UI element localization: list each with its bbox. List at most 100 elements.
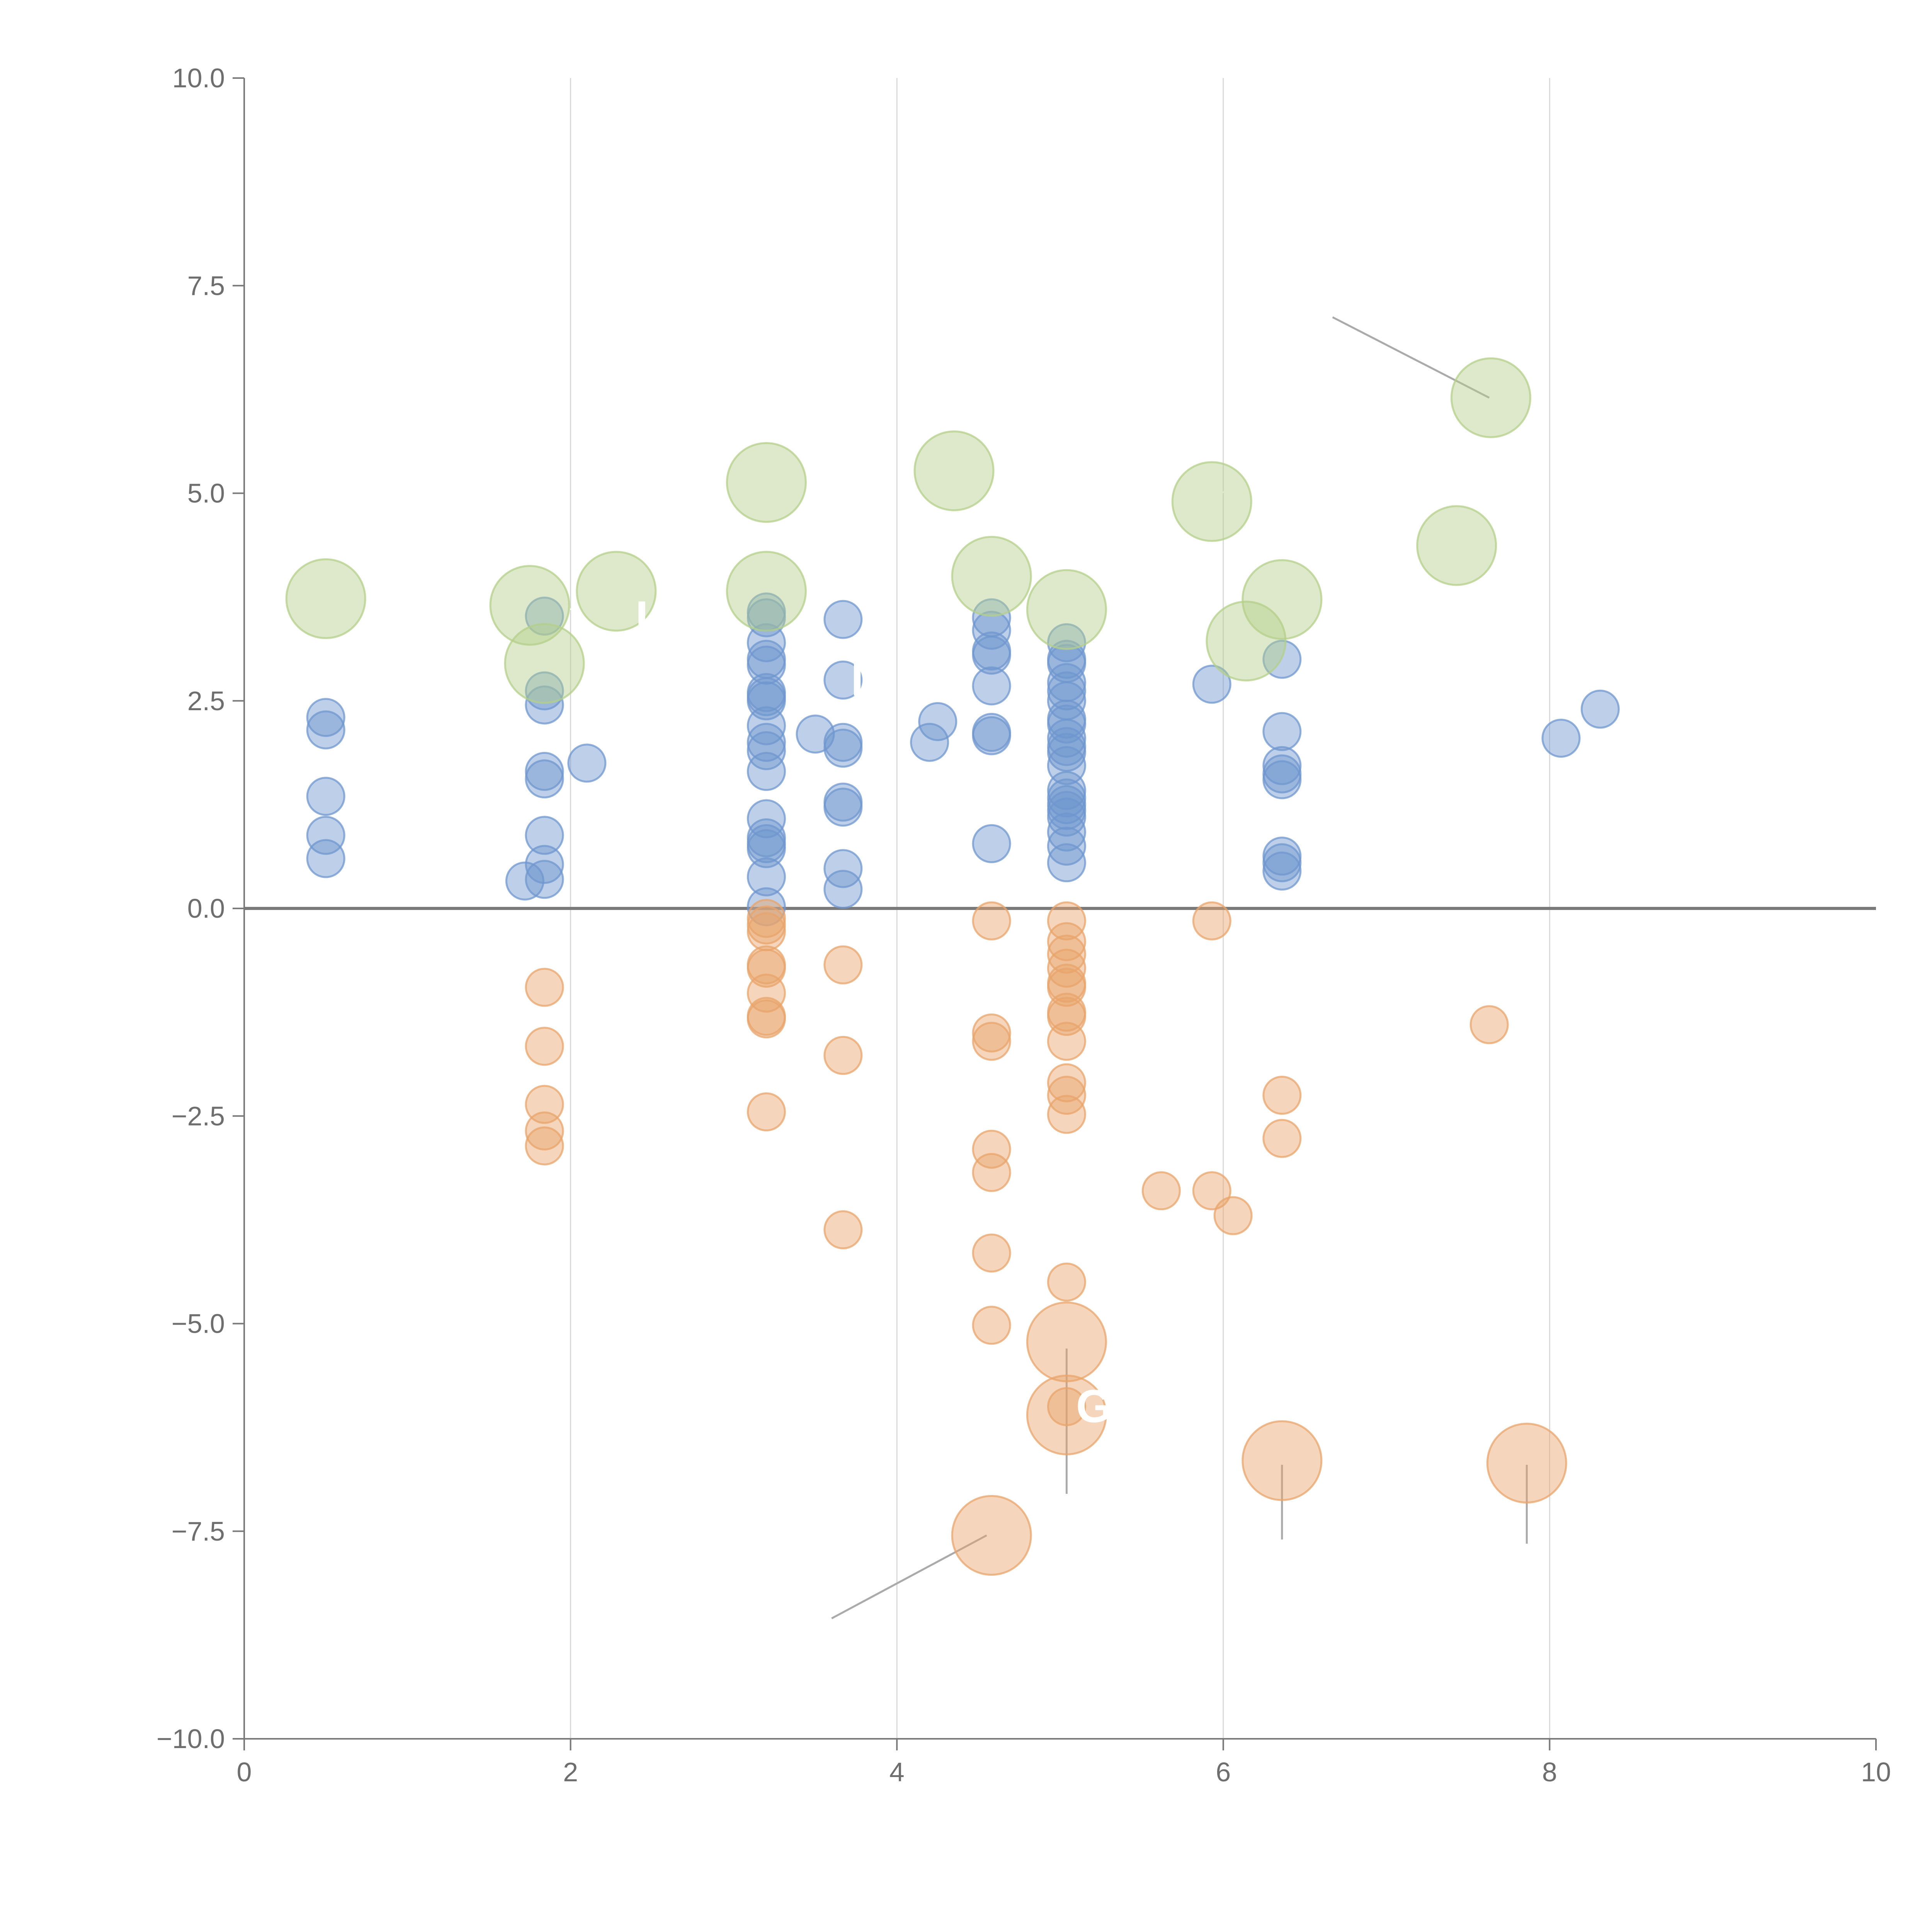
positive-point	[1262, 843, 1302, 883]
negative-point	[1047, 922, 1086, 961]
leader-line	[958, 452, 982, 468]
positive-point	[1047, 704, 1086, 744]
positive-point	[1047, 671, 1086, 711]
positive-point	[1047, 798, 1086, 837]
positive-point	[1262, 851, 1302, 891]
negative-point	[525, 1126, 564, 1166]
highlight-positive-point	[285, 558, 366, 639]
y-tick-label: 2.5	[187, 686, 225, 716]
negative-point	[1047, 901, 1086, 940]
positive-point	[747, 857, 786, 896]
positive-point	[1047, 718, 1086, 758]
y-tick-label: −7.5	[172, 1516, 225, 1546]
positive-point	[306, 698, 345, 737]
positive-point	[525, 759, 564, 799]
highlight-positive-point	[726, 551, 807, 632]
y-tick-label: 7.5	[187, 270, 225, 301]
positive-point	[1262, 746, 1302, 785]
positive-point	[747, 645, 786, 685]
x-tick-label: 10	[1861, 1757, 1891, 1787]
positive-point	[747, 723, 786, 762]
x-tick-label: 0	[237, 1757, 252, 1787]
negative-point	[1469, 1005, 1509, 1044]
data-points	[285, 357, 1620, 1576]
highlight-positive-point	[1416, 505, 1497, 586]
positive-point	[747, 752, 786, 791]
x-tick-label: 4	[889, 1757, 905, 1787]
positive-point	[1047, 733, 1086, 772]
negative-point	[525, 1085, 564, 1124]
highlight-positive-point	[576, 551, 657, 632]
positive-point	[747, 829, 786, 868]
highlight-negative-point	[1242, 1420, 1323, 1501]
positive-point	[823, 870, 863, 909]
positive-point	[525, 671, 564, 711]
positive-point	[1541, 718, 1581, 758]
positive-point	[525, 860, 564, 899]
y-tick-label: 5.0	[187, 478, 225, 509]
highlight-positive-point	[1242, 559, 1323, 640]
leader-line	[1252, 642, 1281, 652]
positive-point	[918, 702, 957, 741]
positive-point	[972, 636, 1011, 675]
negative-point	[1262, 1076, 1302, 1115]
negative-point	[972, 1013, 1011, 1053]
positive-point	[525, 845, 564, 884]
positive-point	[1262, 712, 1302, 751]
highlight-positive-point	[913, 430, 995, 511]
highlight-negative-point	[1026, 1301, 1107, 1383]
positive-point	[1192, 665, 1231, 704]
x-tick-label: 2	[563, 1757, 578, 1787]
positive-point	[567, 743, 607, 783]
leader-line	[770, 462, 796, 480]
annotation-label: L	[635, 592, 663, 643]
negative-point	[747, 912, 786, 951]
negative-point	[823, 1036, 863, 1075]
highlight-positive-point	[1171, 461, 1252, 542]
positive-point	[910, 723, 949, 762]
negative-point	[972, 1306, 1011, 1345]
x-tick-label: 6	[1216, 1757, 1231, 1787]
leader-line	[1332, 316, 1490, 399]
y-tick-label: 10.0	[172, 63, 225, 93]
negative-point	[1192, 901, 1231, 940]
positive-point	[747, 623, 786, 662]
positive-point	[972, 824, 1011, 863]
positive-point	[525, 685, 564, 724]
leader-line	[1288, 580, 1314, 595]
leader-lines	[328, 316, 1528, 1619]
negative-point	[972, 1153, 1011, 1192]
leader-line	[619, 571, 640, 587]
y-tick-label: −2.5	[172, 1101, 225, 1131]
leader-line	[537, 602, 636, 623]
annotation-labels: G D L	[635, 592, 1112, 1432]
positive-point	[525, 816, 564, 855]
negative-point	[823, 945, 863, 985]
negative-point	[1047, 1262, 1086, 1302]
positive-point	[1047, 623, 1086, 662]
positive-point	[823, 600, 863, 639]
highlight-positive-point	[1206, 600, 1287, 682]
positive-point	[306, 710, 345, 750]
positive-point	[823, 660, 863, 700]
negative-point	[747, 999, 786, 1039]
negative-point	[972, 1022, 1011, 1061]
highlight-positive-point	[504, 623, 585, 704]
axis-layer: 0 2 4 6 8 10 10.0 7.5 5.0 2.5 0.0 −2.5 −5.0 −7.5 −10.0	[156, 63, 1891, 1787]
positive-point	[1580, 689, 1620, 729]
positive-point	[972, 716, 1011, 755]
annotation-label: G	[1076, 1380, 1112, 1432]
highlight-positive-point	[1450, 357, 1531, 438]
y-tick-label: −5.0	[172, 1309, 225, 1339]
highlight-negative-point	[951, 1495, 1032, 1576]
negative-point	[1047, 1387, 1086, 1426]
y-tick-label: −10.0	[156, 1724, 225, 1754]
positive-point	[306, 839, 345, 878]
positive-point	[1262, 760, 1302, 799]
highlight-negative-point	[1026, 1374, 1107, 1456]
positive-point	[823, 787, 863, 827]
leader-line	[328, 581, 351, 595]
leader-line	[1216, 482, 1240, 497]
